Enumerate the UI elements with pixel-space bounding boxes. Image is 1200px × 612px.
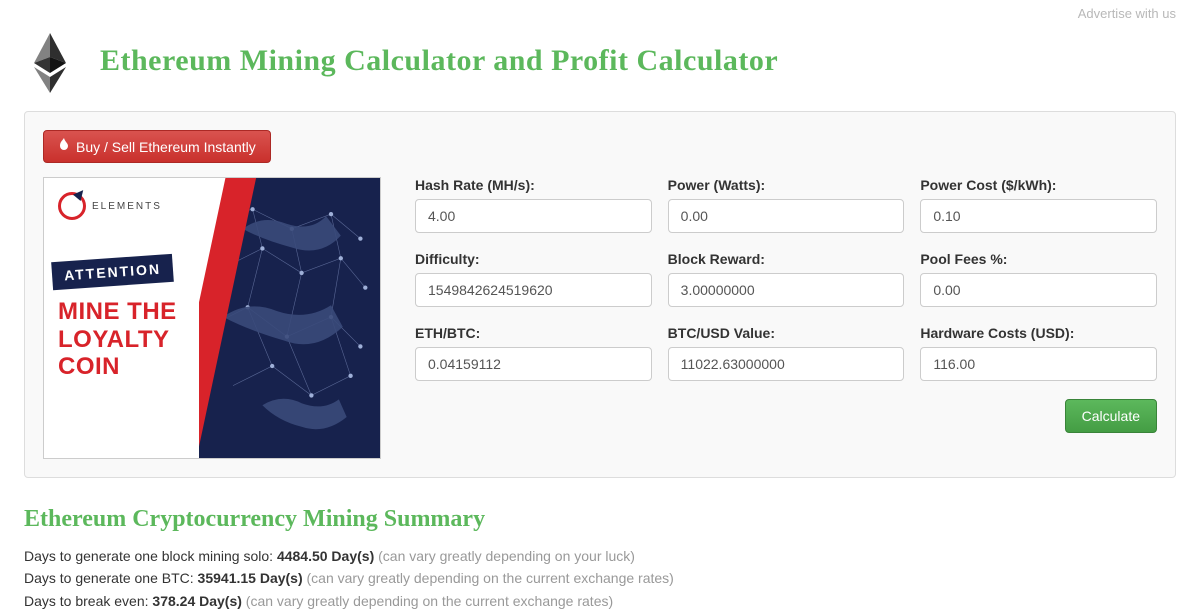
- block-reward-input[interactable]: [668, 273, 905, 307]
- page-header: Ethereum Mining Calculator and Profit Ca…: [0, 21, 1200, 111]
- summary-line-btc: Days to generate one BTC: 35941.15 Day(s…: [24, 567, 1176, 589]
- block-reward-label: Block Reward:: [668, 251, 905, 267]
- pool-fees-label: Pool Fees %:: [920, 251, 1157, 267]
- btc-usd-input[interactable]: [668, 347, 905, 381]
- summary-l2-note: (can vary greatly depending on the curre…: [303, 570, 674, 586]
- ad-banner[interactable]: ELEMENTS ATTENTION MINE THE LOYALTY COIN: [43, 177, 381, 459]
- summary-title: Ethereum Cryptocurrency Mining Summary: [24, 506, 1176, 533]
- advertise-link[interactable]: Advertise with us: [0, 0, 1200, 21]
- hash-rate-input[interactable]: [415, 199, 652, 233]
- hardware-cost-label: Hardware Costs (USD):: [920, 325, 1157, 341]
- summary-l1-prefix: Days to generate one block mining solo:: [24, 548, 277, 564]
- ad-brand-name: ELEMENTS: [92, 201, 162, 212]
- summary-line-solo: Days to generate one block mining solo: …: [24, 545, 1176, 567]
- pool-fees-input[interactable]: [920, 273, 1157, 307]
- ad-attention-badge: ATTENTION: [51, 254, 174, 290]
- calculate-button[interactable]: Calculate: [1065, 399, 1157, 433]
- power-label: Power (Watts):: [668, 177, 905, 193]
- power-cost-input[interactable]: [920, 199, 1157, 233]
- difficulty-label: Difficulty:: [415, 251, 652, 267]
- calculator-panel: Buy / Sell Ethereum Instantly: [24, 111, 1176, 478]
- summary-l3-value: 378.24 Day(s): [152, 593, 242, 609]
- hash-rate-label: Hash Rate (MH/s):: [415, 177, 652, 193]
- power-cost-label: Power Cost ($/kWh):: [920, 177, 1157, 193]
- elements-logo-icon: [58, 192, 86, 220]
- summary-l3-prefix: Days to break even:: [24, 593, 152, 609]
- ad-brand-logo: ELEMENTS: [58, 192, 189, 220]
- power-input[interactable]: [668, 199, 905, 233]
- eth-btc-label: ETH/BTC:: [415, 325, 652, 341]
- summary-section: Ethereum Cryptocurrency Mining Summary D…: [24, 506, 1176, 612]
- summary-l2-prefix: Days to generate one BTC:: [24, 570, 198, 586]
- ad-headline-l2: LOYALTY: [58, 326, 189, 354]
- buy-sell-button[interactable]: Buy / Sell Ethereum Instantly: [43, 130, 271, 163]
- eth-btc-input[interactable]: [415, 347, 652, 381]
- summary-l1-value: 4484.50 Day(s): [277, 548, 374, 564]
- difficulty-input[interactable]: [415, 273, 652, 307]
- summary-line-breakeven: Days to break even: 378.24 Day(s) (can v…: [24, 590, 1176, 612]
- summary-l2-value: 35941.15 Day(s): [198, 570, 303, 586]
- ad-headline-l1: MINE THE: [58, 298, 189, 326]
- ad-headline: MINE THE LOYALTY COIN: [58, 298, 189, 381]
- summary-l1-note: (can vary greatly depending on your luck…: [374, 548, 635, 564]
- ad-headline-l3: COIN: [58, 353, 189, 381]
- buy-sell-label: Buy / Sell Ethereum Instantly: [76, 139, 256, 155]
- page-title: Ethereum Mining Calculator and Profit Ca…: [100, 44, 778, 78]
- calculator-form: Hash Rate (MH/s): Power (Watts): Power C…: [415, 177, 1157, 433]
- flame-icon: [58, 138, 70, 155]
- ethereum-logo-icon: [30, 31, 70, 91]
- btc-usd-label: BTC/USD Value:: [668, 325, 905, 341]
- hardware-cost-input[interactable]: [920, 347, 1157, 381]
- summary-l3-note: (can vary greatly depending on the curre…: [242, 593, 613, 609]
